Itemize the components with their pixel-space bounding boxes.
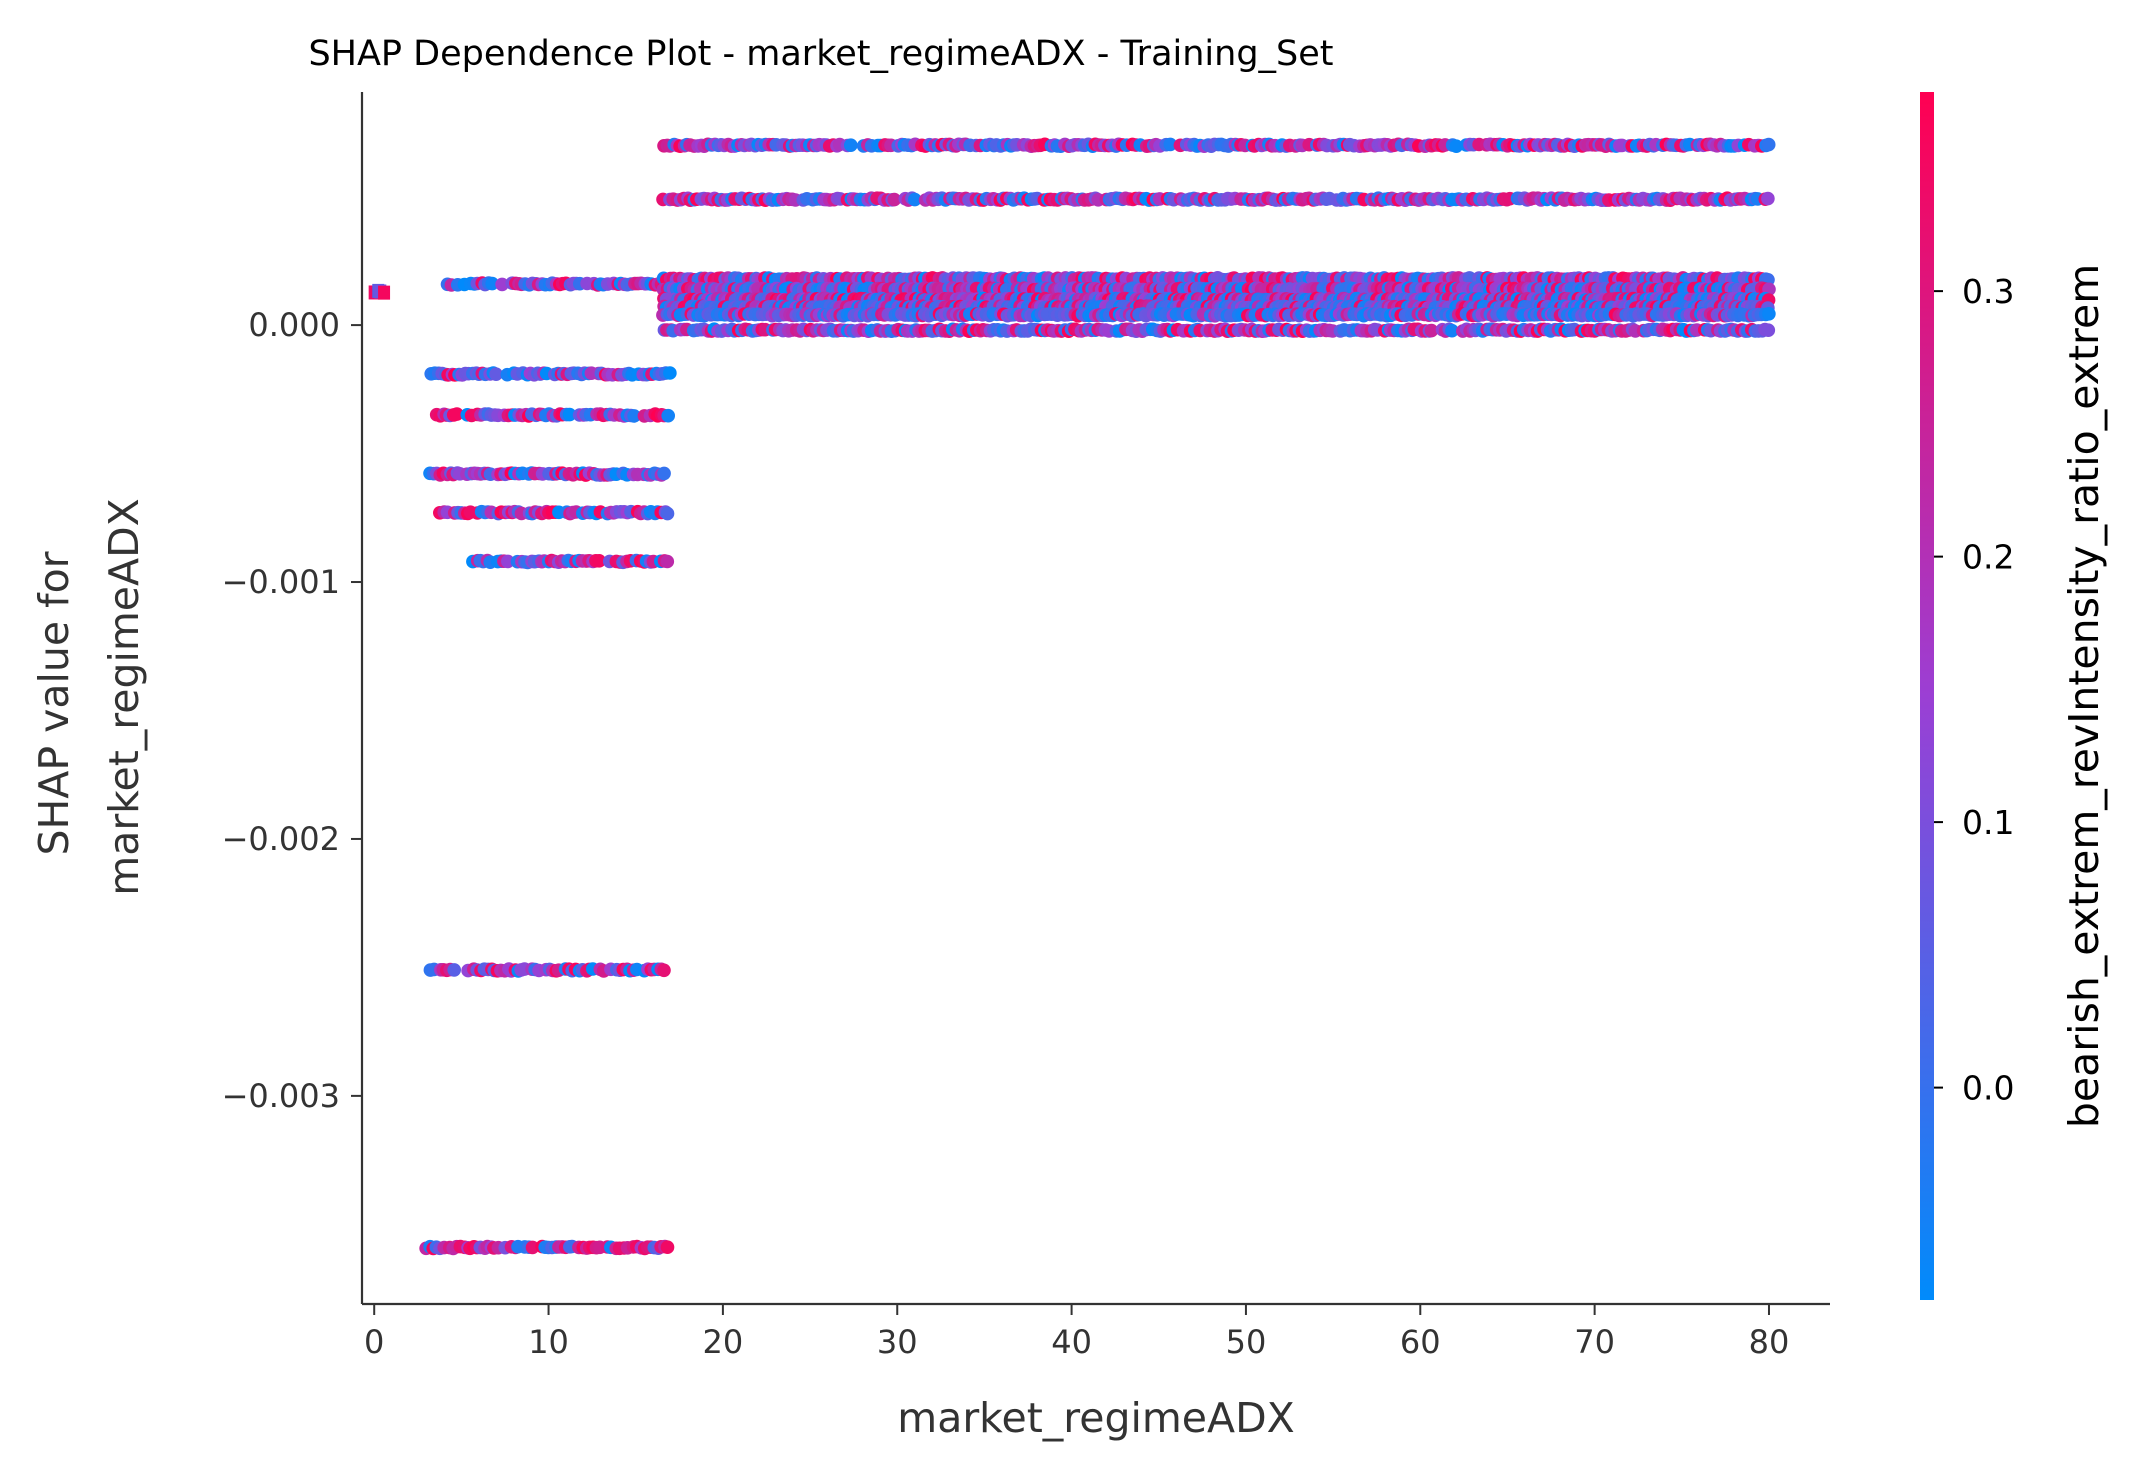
x-tick-label: 50 bbox=[1226, 1323, 1267, 1361]
scatter-point bbox=[489, 367, 503, 382]
x-tick-label: 40 bbox=[1051, 1323, 1092, 1361]
y-tick-label: 0.000 bbox=[248, 306, 340, 344]
y-axis-label-line-1: SHAP value for bbox=[30, 551, 78, 855]
colorbar-tick-label: 0.3 bbox=[1962, 272, 2014, 311]
scatter-point bbox=[660, 1240, 675, 1254]
colorbar-tick-label: 0.0 bbox=[1962, 1069, 2014, 1108]
scatter-point bbox=[660, 554, 675, 569]
colorbar-ticks: 0.0 0.1 0.2 0.3 bbox=[1934, 272, 2014, 1108]
scatter-point bbox=[501, 554, 515, 569]
y-axis-label-line-2: market_regimeADX bbox=[100, 498, 148, 895]
scatter-point bbox=[657, 466, 671, 481]
colorbar-tick-label: 0.1 bbox=[1962, 803, 2014, 842]
y-ticks: 0.000 −0.001 −0.002 −0.003 bbox=[222, 306, 362, 1115]
scatter-point bbox=[627, 409, 641, 423]
scatter-point bbox=[378, 285, 391, 300]
scatter-points bbox=[368, 137, 1776, 1256]
scatter-point bbox=[657, 963, 671, 978]
x-tick-label: 30 bbox=[877, 1323, 918, 1361]
scatter-point bbox=[485, 276, 500, 291]
y-axis-label: SHAP value for market_regimeADX bbox=[30, 498, 148, 895]
colorbar-label: bearish_extrem_revIntensity_ratio_extrem bbox=[2060, 264, 2108, 1128]
scatter-point bbox=[1761, 137, 1776, 152]
scatter-point bbox=[661, 408, 675, 423]
scatter-point bbox=[1761, 191, 1775, 206]
scatter-point bbox=[450, 407, 464, 421]
chart-title: SHAP Dependence Plot - market_regimeADX … bbox=[308, 34, 1333, 74]
x-tick-label: 70 bbox=[1574, 1323, 1615, 1361]
x-tick-label: 60 bbox=[1400, 1323, 1441, 1361]
colorbar bbox=[1920, 92, 1934, 1300]
y-tick-label: −0.001 bbox=[222, 563, 340, 601]
x-tick-label: 20 bbox=[703, 1323, 744, 1361]
y-tick-label: −0.003 bbox=[222, 1077, 340, 1115]
scatter-point bbox=[660, 506, 675, 521]
colorbar-tick-label: 0.2 bbox=[1962, 538, 2014, 577]
x-ticks: 0 10 20 30 40 50 60 70 80 bbox=[364, 1304, 1789, 1361]
scatter-point bbox=[887, 192, 902, 207]
x-tick-label: 80 bbox=[1749, 1323, 1790, 1361]
scatter-point bbox=[844, 138, 858, 152]
y-tick-label: −0.002 bbox=[222, 820, 340, 858]
scatter-point bbox=[1449, 139, 1464, 153]
scatter-point bbox=[1163, 137, 1178, 152]
scatter-point bbox=[1762, 307, 1776, 321]
scatter-point bbox=[592, 554, 606, 568]
scatter-point bbox=[908, 192, 922, 207]
scatter-point bbox=[495, 277, 509, 292]
x-tick-label: 0 bbox=[364, 1323, 384, 1361]
x-axis-label: market_regimeADX bbox=[897, 1394, 1294, 1442]
scatter-point bbox=[525, 1240, 540, 1255]
scatter-point bbox=[663, 366, 677, 380]
scatter-point bbox=[447, 963, 462, 977]
scatter-point bbox=[562, 407, 577, 422]
scatter-point bbox=[1761, 323, 1776, 338]
x-tick-label: 10 bbox=[528, 1323, 569, 1361]
